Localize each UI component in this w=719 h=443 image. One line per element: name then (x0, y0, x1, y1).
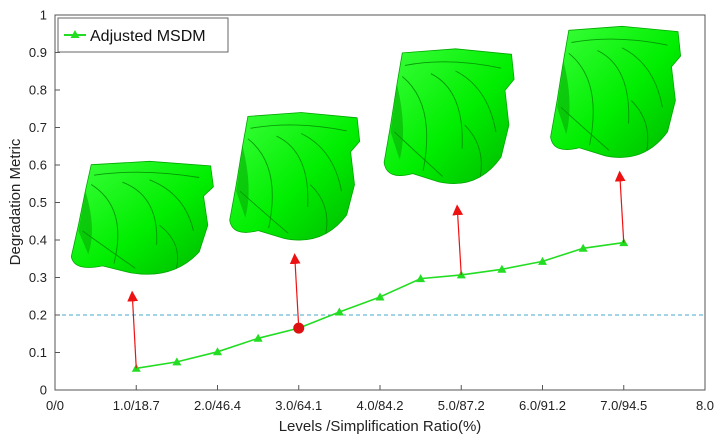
mesh-level-5 (383, 48, 515, 184)
x-tick-label: 4.0/84.2 (357, 398, 404, 413)
data-point (578, 243, 588, 252)
data-point (172, 357, 182, 366)
axis-ticks: 0/0 1.0/18.7 2.0/46.4 3.0/64.1 4.0/84.2 5.0/8… (29, 8, 714, 414)
mesh-fold (159, 224, 179, 269)
mesh-fold (250, 124, 347, 132)
mesh-shadow (557, 61, 570, 135)
mesh-fold (149, 179, 194, 232)
mesh-body (70, 160, 214, 275)
legend-marker-triangle-icon (70, 30, 80, 38)
mesh-fold (404, 61, 502, 69)
data-point (213, 347, 222, 356)
mesh-body (383, 48, 515, 184)
data-point (253, 333, 263, 342)
mesh-fold (621, 47, 663, 108)
mesh-shadow (236, 146, 249, 218)
y-tick-label: 0.3 (29, 270, 47, 285)
mesh-fold (93, 171, 200, 178)
mesh-fold (90, 184, 119, 264)
annotation-arrow (452, 204, 464, 275)
y-tick-label: 0 (40, 383, 47, 398)
mesh-fold (430, 73, 463, 149)
mesh-fold (568, 52, 594, 146)
y-tick-label: 1 (40, 8, 47, 23)
mesh-shadow (78, 191, 92, 255)
mesh-fold (464, 124, 482, 177)
y-tick-label: 0.7 (29, 120, 47, 135)
annotation-arrows (127, 170, 626, 369)
y-tick-label: 0.6 (29, 158, 47, 173)
mesh-level-1 (70, 160, 214, 275)
data-point (375, 292, 385, 301)
x-tick-label: 5.0/87.2 (438, 398, 485, 413)
mesh-fold (597, 50, 630, 124)
mesh-level-7 (550, 25, 682, 158)
mesh-body (229, 112, 361, 241)
mesh-fold (276, 135, 309, 208)
mesh-level-3 (229, 112, 361, 241)
mesh-fold (402, 76, 428, 171)
legend: Adjusted MSDM (57, 17, 229, 53)
annotation-arrow (127, 290, 139, 369)
x-tick-label: 7.0/94.5 (600, 398, 647, 413)
x-tick-label: 0/0 (46, 398, 64, 413)
mesh-fold (630, 100, 649, 151)
data-point (497, 264, 507, 273)
x-axis-label: Levels /Simplification Ratio(%) (279, 418, 482, 435)
annotation-arrow (289, 253, 301, 329)
y-tick-label: 0.5 (29, 195, 47, 210)
legend-box (57, 17, 229, 53)
y-tick-label: 0.2 (29, 308, 47, 323)
x-tick-label: 1.0/18.7 (113, 398, 160, 413)
y-axis-label: Degradation Metric (7, 138, 24, 265)
y-tick-label: 0.8 (29, 83, 47, 98)
mesh-fold (122, 181, 158, 245)
mesh-fold (247, 138, 273, 229)
x-tick-label: 8.0 (696, 398, 714, 413)
mesh-fold (309, 184, 328, 234)
y-tick-label: 0.4 (29, 233, 47, 248)
annotation-arrow (614, 170, 626, 243)
highlight-point (293, 322, 305, 334)
x-tick-label: 2.0/46.4 (194, 398, 241, 413)
mesh-shadow (390, 84, 404, 160)
mesh-thumbnails (70, 25, 682, 275)
x-tick-label: 6.0/91.2 (519, 398, 566, 413)
data-point (334, 307, 344, 316)
x-tick-label: 3.0/64.1 (275, 398, 322, 413)
mesh-fold (301, 133, 342, 192)
data-point (416, 274, 426, 283)
mesh-fold (455, 70, 497, 133)
legend-label: Adjusted MSDM (90, 28, 206, 45)
mesh-fold (571, 38, 668, 46)
y-tick-label: 0.1 (29, 345, 47, 360)
data-point (538, 256, 547, 265)
mesh-body (550, 25, 682, 158)
y-tick-label: 0.9 (29, 45, 47, 60)
